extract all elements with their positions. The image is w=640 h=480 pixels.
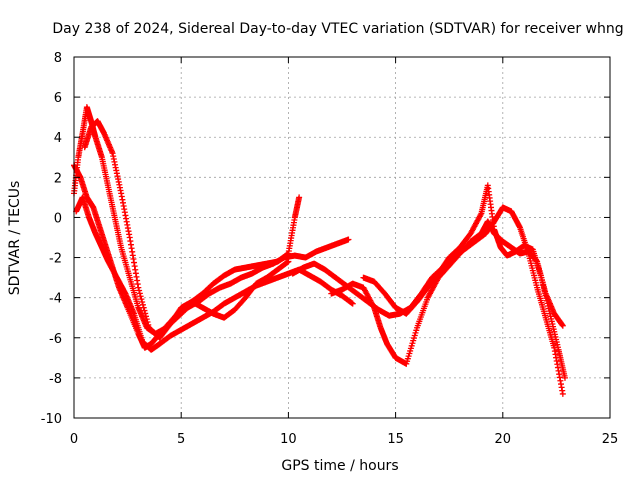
y-tick-label: 2 bbox=[54, 171, 62, 186]
x-tick-label: 15 bbox=[387, 432, 404, 447]
series-track-d bbox=[81, 118, 292, 341]
tick-marks bbox=[73, 56, 611, 419]
marks bbox=[71, 104, 568, 397]
x-tick-label: 20 bbox=[495, 432, 512, 447]
plus-markers bbox=[360, 182, 568, 381]
x-axis-title: GPS time / hours bbox=[281, 458, 398, 474]
grid bbox=[74, 57, 610, 418]
y-tick-label: 8 bbox=[54, 51, 62, 66]
y-tick-label: -8 bbox=[49, 372, 62, 387]
y-tick-labels: -10 -8 -6 -4 -2 0 2 4 6 8 bbox=[41, 51, 62, 427]
x-tick-label: 5 bbox=[177, 432, 185, 447]
series-track-e bbox=[289, 204, 566, 397]
series-track-b bbox=[71, 104, 352, 337]
plus-markers bbox=[289, 204, 566, 397]
series-track-f bbox=[328, 218, 566, 367]
y-tick-label: -10 bbox=[41, 412, 62, 427]
x-tick-label: 25 bbox=[602, 432, 619, 447]
y-tick-label: 4 bbox=[54, 131, 62, 146]
y-tick-label: 0 bbox=[54, 211, 62, 226]
y-tick-label: -4 bbox=[49, 292, 62, 307]
y-tick-label: -6 bbox=[49, 332, 62, 347]
series-track-g bbox=[360, 182, 568, 381]
y-axis-title: SDTVAR / TECUs bbox=[7, 181, 23, 296]
x-tick-labels: 0 5 10 15 20 25 bbox=[70, 432, 618, 447]
y-tick-label: -2 bbox=[49, 252, 62, 267]
x-tick-label: 0 bbox=[70, 432, 78, 447]
plot-frame bbox=[73, 56, 611, 419]
x-tick-label: 10 bbox=[280, 432, 297, 447]
y-tick-label: 6 bbox=[54, 91, 62, 106]
plus-markers bbox=[71, 104, 352, 337]
chart-title: Day 238 of 2024, Sidereal Day-to-day VTE… bbox=[52, 21, 623, 37]
plus-markers bbox=[328, 218, 566, 367]
plus-markers bbox=[81, 118, 292, 341]
